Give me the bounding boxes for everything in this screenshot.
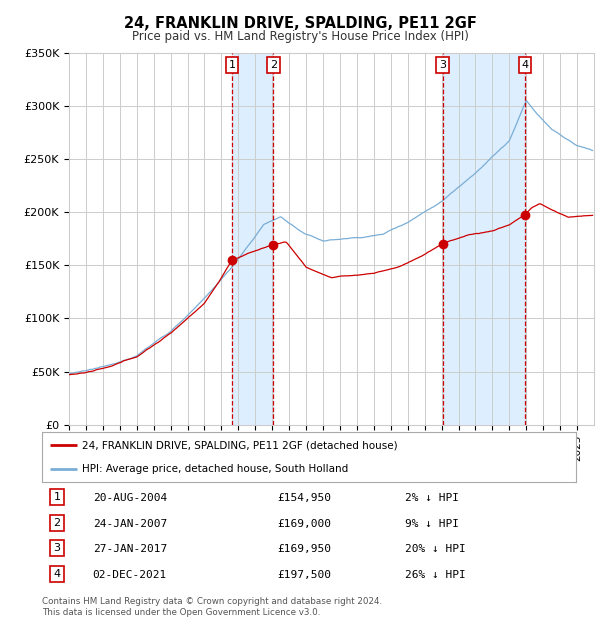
Text: 4: 4	[53, 569, 61, 578]
Text: 20% ↓ HPI: 20% ↓ HPI	[405, 544, 466, 554]
Text: £154,950: £154,950	[277, 493, 331, 503]
Text: 24, FRANKLIN DRIVE, SPALDING, PE11 2GF: 24, FRANKLIN DRIVE, SPALDING, PE11 2GF	[124, 16, 476, 30]
Text: £197,500: £197,500	[277, 570, 331, 580]
Text: 2: 2	[270, 60, 277, 70]
Text: 2: 2	[53, 518, 61, 528]
Text: 3: 3	[439, 60, 446, 70]
Text: 02-DEC-2021: 02-DEC-2021	[93, 570, 167, 580]
Text: 27-JAN-2017: 27-JAN-2017	[93, 544, 167, 554]
Text: £169,950: £169,950	[277, 544, 331, 554]
Text: 26% ↓ HPI: 26% ↓ HPI	[405, 570, 466, 580]
Text: HPI: Average price, detached house, South Holland: HPI: Average price, detached house, Sout…	[82, 464, 348, 474]
Text: 1: 1	[229, 60, 236, 70]
Text: 4: 4	[521, 60, 529, 70]
Bar	[232, 53, 274, 425]
Text: Contains HM Land Registry data © Crown copyright and database right 2024.
This d: Contains HM Land Registry data © Crown c…	[42, 598, 382, 617]
Text: £169,000: £169,000	[277, 519, 331, 529]
Text: 9% ↓ HPI: 9% ↓ HPI	[405, 519, 459, 529]
Text: Price paid vs. HM Land Registry's House Price Index (HPI): Price paid vs. HM Land Registry's House …	[131, 30, 469, 43]
Bar	[443, 53, 525, 425]
Text: 1: 1	[53, 492, 61, 502]
Text: 3: 3	[53, 543, 61, 553]
Text: 24, FRANKLIN DRIVE, SPALDING, PE11 2GF (detached house): 24, FRANKLIN DRIVE, SPALDING, PE11 2GF (…	[82, 440, 398, 450]
Text: 20-AUG-2004: 20-AUG-2004	[93, 493, 167, 503]
Text: 2% ↓ HPI: 2% ↓ HPI	[405, 493, 459, 503]
Text: 24-JAN-2007: 24-JAN-2007	[93, 519, 167, 529]
